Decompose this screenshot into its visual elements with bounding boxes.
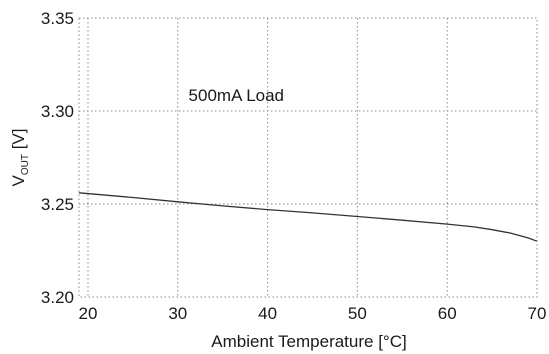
y-tick-label: 3.30	[41, 102, 74, 121]
y-tick-label: 3.20	[41, 288, 74, 307]
x-tick-label: 30	[168, 304, 187, 323]
y-axis-title-subscript: OUT	[20, 154, 31, 175]
series-layer	[78, 192, 538, 242]
grid	[79, 18, 537, 297]
y-axis-title-main: V	[9, 174, 28, 186]
x-tick-labels: 20 30 40 50 60 70	[79, 304, 547, 323]
x-tick-label: 60	[438, 304, 457, 323]
x-tick-label: 50	[348, 304, 367, 323]
x-tick-label: 20	[79, 304, 98, 323]
y-tick-labels: 3.20 3.25 3.30 3.35	[41, 9, 74, 307]
vout-series-line	[78, 192, 538, 242]
y-tick-label: 3.25	[41, 195, 74, 214]
y-axis-title: VOUT [V]	[9, 129, 31, 187]
x-tick-label: 40	[258, 304, 277, 323]
x-axis-title: Ambient Temperature [°C]	[211, 332, 406, 351]
load-annotation: 500mA Load	[189, 86, 284, 105]
y-tick-label: 3.35	[41, 9, 74, 28]
y-axis-title-unit: [V]	[9, 129, 28, 155]
x-tick-label: 70	[528, 304, 547, 323]
plot-frame	[78, 17, 538, 298]
